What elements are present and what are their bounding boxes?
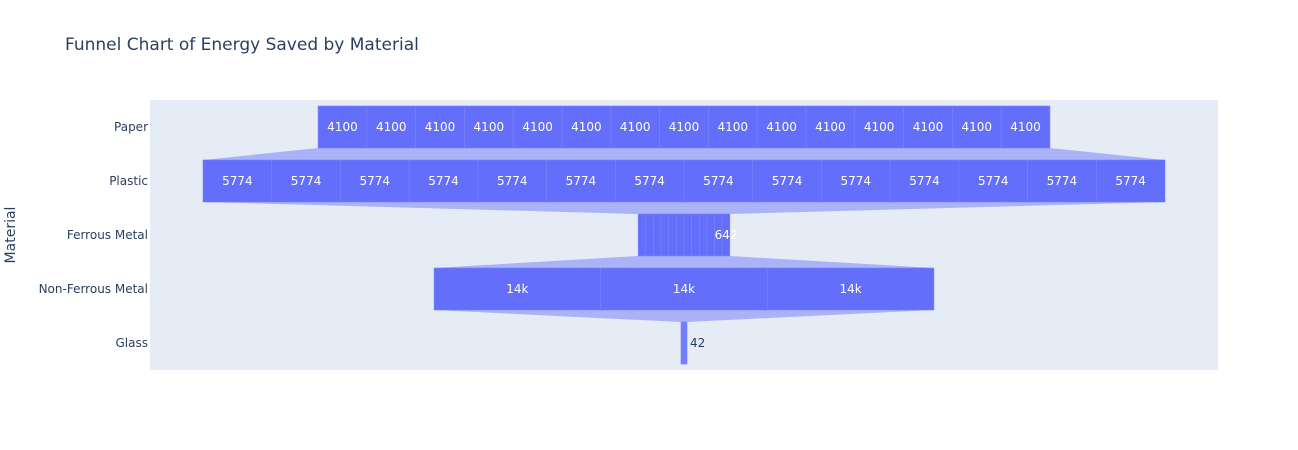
funnel-segment (683, 159, 754, 203)
funnel-segment (614, 159, 685, 203)
funnel-segment-label: 4100 (522, 120, 553, 134)
funnel-segment-label: 4100 (571, 120, 602, 134)
funnel-segment-label: 4100 (376, 120, 407, 134)
funnel-segment (958, 159, 1028, 203)
funnel-segment-label: 4100 (669, 120, 700, 134)
funnel-segment (821, 159, 891, 203)
funnel-segment-label: 5774 (497, 174, 528, 188)
funnel-connector (203, 202, 1165, 214)
funnel-segment (546, 159, 616, 203)
funnel-segment (854, 105, 904, 149)
funnel-segment-label: 4100 (425, 120, 456, 134)
funnel-segment-label: 4100 (327, 120, 358, 134)
funnel-bar-labels: 4100 4100 4100 4100 4100 4100 4100 4100 4100 4100… (222, 120, 1146, 350)
funnel-segment (1095, 159, 1166, 203)
funnel-segment-label: 4100 (766, 120, 797, 134)
funnel-segment (202, 159, 273, 203)
funnel-segment-label: 642 (715, 228, 738, 242)
funnel-segment-label: 4100 (1010, 120, 1041, 134)
funnel-segment (676, 213, 685, 257)
funnel-segment (637, 213, 647, 257)
funnel-segment (805, 105, 856, 149)
funnel-segment-label: 5774 (909, 174, 940, 188)
y-tick-label: Plastic (109, 174, 148, 188)
funnel-segment (433, 267, 601, 311)
funnel-segment (271, 159, 341, 203)
funnel-segment-label: 4100 (815, 120, 846, 134)
funnel-segment (756, 105, 807, 149)
funnel-segment-label: 5774 (360, 174, 391, 188)
funnel-segment (464, 105, 514, 149)
funnel-segment-label: 14k (506, 282, 528, 296)
funnel-segment (683, 213, 692, 257)
chart-title: Funnel Chart of Energy Saved by Material (65, 35, 419, 55)
y-tick-label: Glass (116, 336, 149, 350)
y-tick-label: Paper (114, 120, 148, 134)
y-tick-label: Non-Ferrous Metal (39, 282, 148, 296)
funnel-segment (685, 321, 688, 365)
funnel-segment (752, 159, 822, 203)
funnel-segment-label: 5774 (428, 174, 459, 188)
funnel-segment-label: 5774 (703, 174, 734, 188)
funnel-segment (653, 213, 662, 257)
funnel-segment (600, 267, 768, 311)
funnel-segment (659, 105, 709, 149)
funnel-segment-label: 5774 (978, 174, 1009, 188)
funnel-segment (366, 105, 416, 149)
funnel-segment (1027, 159, 1097, 203)
funnel-segment-label: 42 (690, 336, 705, 350)
funnel-bars (202, 105, 1166, 365)
funnel-segment (767, 267, 935, 311)
funnel-segment (660, 213, 670, 257)
funnel-segment-label: 5774 (772, 174, 803, 188)
funnel-segment-label: 4100 (718, 120, 749, 134)
funnel-segment (903, 105, 953, 149)
funnel-segment-label: 4100 (620, 120, 651, 134)
funnel-segment (512, 105, 563, 149)
y-axis-title: Material (3, 207, 19, 264)
funnel-connector (203, 148, 1165, 160)
funnel-segment-label: 4100 (913, 120, 944, 134)
funnel-segment (691, 213, 700, 257)
funnel-segment (721, 213, 731, 257)
funnel-segment-label: 14k (673, 282, 695, 296)
funnel-segment (340, 159, 410, 203)
funnel-segment (561, 105, 612, 149)
funnel-segment-label: 5774 (291, 174, 322, 188)
funnel-segment-label: 5774 (841, 174, 872, 188)
funnel-segment (408, 159, 479, 203)
funnel-connector (434, 310, 934, 322)
funnel-segment-label: 5774 (1047, 174, 1078, 188)
y-axis-ticks: Paper Plastic Ferrous Metal Non-Ferrous Met… (39, 120, 148, 350)
y-tick-label: Ferrous Metal (67, 228, 148, 242)
funnel-connectors (203, 148, 1165, 322)
funnel-segment (668, 213, 677, 257)
funnel-segment-label: 5774 (1115, 174, 1146, 188)
funnel-segment-label: 5774 (566, 174, 597, 188)
funnel-segment (698, 213, 708, 257)
funnel-segment-label: 14k (839, 282, 861, 296)
funnel-segment-label: 4100 (961, 120, 992, 134)
funnel-segment (952, 105, 1002, 149)
funnel-segment (706, 213, 715, 257)
funnel-segment (645, 213, 654, 257)
funnel-segment-label: 4100 (474, 120, 505, 134)
funnel-segment-label: 5774 (222, 174, 253, 188)
funnel-segment-label: 4100 (864, 120, 895, 134)
funnel-segment (415, 105, 465, 149)
funnel-segment (1000, 105, 1051, 149)
funnel-segment (610, 105, 660, 149)
funnel-segment-label: 5774 (634, 174, 665, 188)
funnel-connector (434, 256, 934, 268)
